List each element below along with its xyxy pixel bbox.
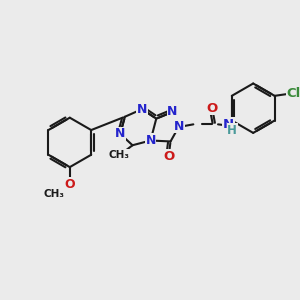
Text: N: N [174, 120, 184, 133]
Text: N: N [223, 118, 234, 131]
Text: H: H [227, 124, 237, 136]
Text: CH₃: CH₃ [43, 189, 64, 199]
Text: O: O [207, 102, 218, 115]
Text: Cl: Cl [286, 87, 300, 101]
Text: CH₃: CH₃ [109, 150, 130, 160]
Text: O: O [163, 150, 174, 163]
Text: N: N [137, 103, 147, 116]
Text: O: O [64, 178, 75, 191]
Text: N: N [146, 134, 156, 147]
Text: N: N [167, 106, 178, 118]
Text: N: N [115, 127, 125, 140]
